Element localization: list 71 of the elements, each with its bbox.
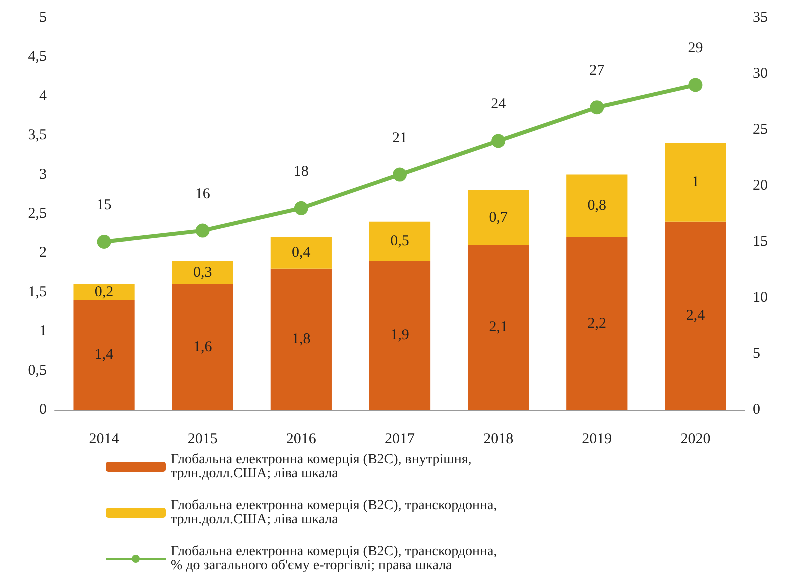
bar — [665, 222, 726, 410]
bar — [270, 238, 332, 269]
data-label: 0,4 — [292, 245, 312, 262]
bar — [566, 174, 628, 238]
data-label: 0,5 — [390, 233, 410, 250]
bar — [172, 261, 234, 285]
point — [393, 168, 407, 182]
y2-tick-label: 0 — [753, 402, 760, 418]
data-label: 0,2 — [94, 284, 114, 300]
data-label: 15 — [96, 198, 112, 214]
point — [688, 78, 703, 92]
legend-label: Глобальна електронна комерція (B2C), внутрішня, трлн.долл.США; ліва шкала — [171, 452, 476, 482]
data-label: 21 — [392, 130, 408, 146]
data-label: 1 — [692, 174, 700, 191]
data-label: 0,8 — [588, 198, 607, 214]
bar — [468, 190, 530, 246]
bar — [665, 143, 726, 222]
x-tick-label: 2015 — [188, 432, 218, 448]
y2-tick-label: 10 — [753, 290, 768, 306]
x-tick-label: 2020 — [680, 432, 711, 448]
data-label: 0,3 — [193, 264, 212, 281]
y2-tick-label: 15 — [753, 234, 768, 250]
legend-label: Глобальна електронна комерція (B2C), транскордонна, трлн.долл.США; ліва шкала — [171, 498, 501, 528]
y-tick-label: 2,5 — [28, 206, 47, 222]
y-tick-label: 0,5 — [28, 362, 47, 379]
bar — [369, 222, 431, 262]
point — [196, 224, 210, 238]
y-tick-label: 3,5 — [28, 128, 47, 144]
y-tick-label: 1 — [40, 324, 47, 340]
point — [590, 100, 604, 115]
data-label: 2,4 — [686, 308, 706, 324]
bar — [74, 300, 135, 410]
y2-tick-label: 25 — [753, 122, 768, 138]
point — [492, 134, 506, 148]
data-label: 24 — [491, 96, 507, 113]
bar — [270, 268, 332, 410]
y-tick-label: 5 — [40, 10, 47, 26]
y-tick-label: 3 — [40, 166, 47, 183]
data-label: 18 — [294, 164, 309, 180]
bar — [468, 245, 530, 410]
y2-tick-label: 35 — [753, 10, 768, 26]
y-tick-label: 4 — [40, 88, 48, 104]
data-label: 16 — [195, 186, 211, 202]
data-label: 1,9 — [390, 328, 410, 344]
y-tick-label: 4,5 — [28, 49, 47, 66]
data-label: 27 — [590, 63, 606, 80]
y-tick-label: 1,5 — [28, 284, 47, 300]
data-label: 1,6 — [193, 339, 213, 356]
x-tick-label: 2014 — [89, 432, 120, 448]
data-label: 2,1 — [489, 320, 508, 336]
y2-tick-label: 5 — [753, 346, 760, 362]
bar — [172, 284, 234, 410]
x-tick-label: 2016 — [286, 432, 317, 448]
point — [97, 235, 112, 249]
point — [294, 201, 308, 216]
data-label: 0,7 — [489, 210, 508, 226]
y2-tick-label: 20 — [753, 178, 768, 194]
bar — [566, 238, 628, 410]
data-label: 1,8 — [292, 331, 311, 348]
data-label: 1,4 — [94, 347, 114, 364]
bar — [369, 261, 431, 410]
data-label: 29 — [688, 40, 704, 57]
legend-label: Глобальна електронна комерція (B2C), транскордонна, % до загального об'єму е-торгівлі; права шкала — [171, 544, 501, 574]
bar — [74, 284, 135, 300]
x-tick-label: 2019 — [582, 432, 612, 448]
x-tick-label: 2018 — [484, 432, 514, 448]
x-tick-label: 2017 — [385, 432, 416, 448]
y-tick-label: 2 — [40, 245, 47, 262]
y-tick-label: 0 — [40, 402, 47, 418]
y2-tick-label: 30 — [753, 66, 768, 82]
data-label: 2,2 — [588, 316, 607, 332]
